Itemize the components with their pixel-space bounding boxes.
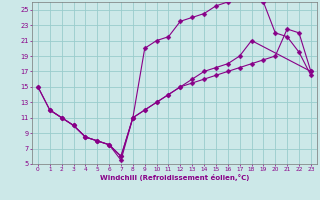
X-axis label: Windchill (Refroidissement éolien,°C): Windchill (Refroidissement éolien,°C) — [100, 174, 249, 181]
